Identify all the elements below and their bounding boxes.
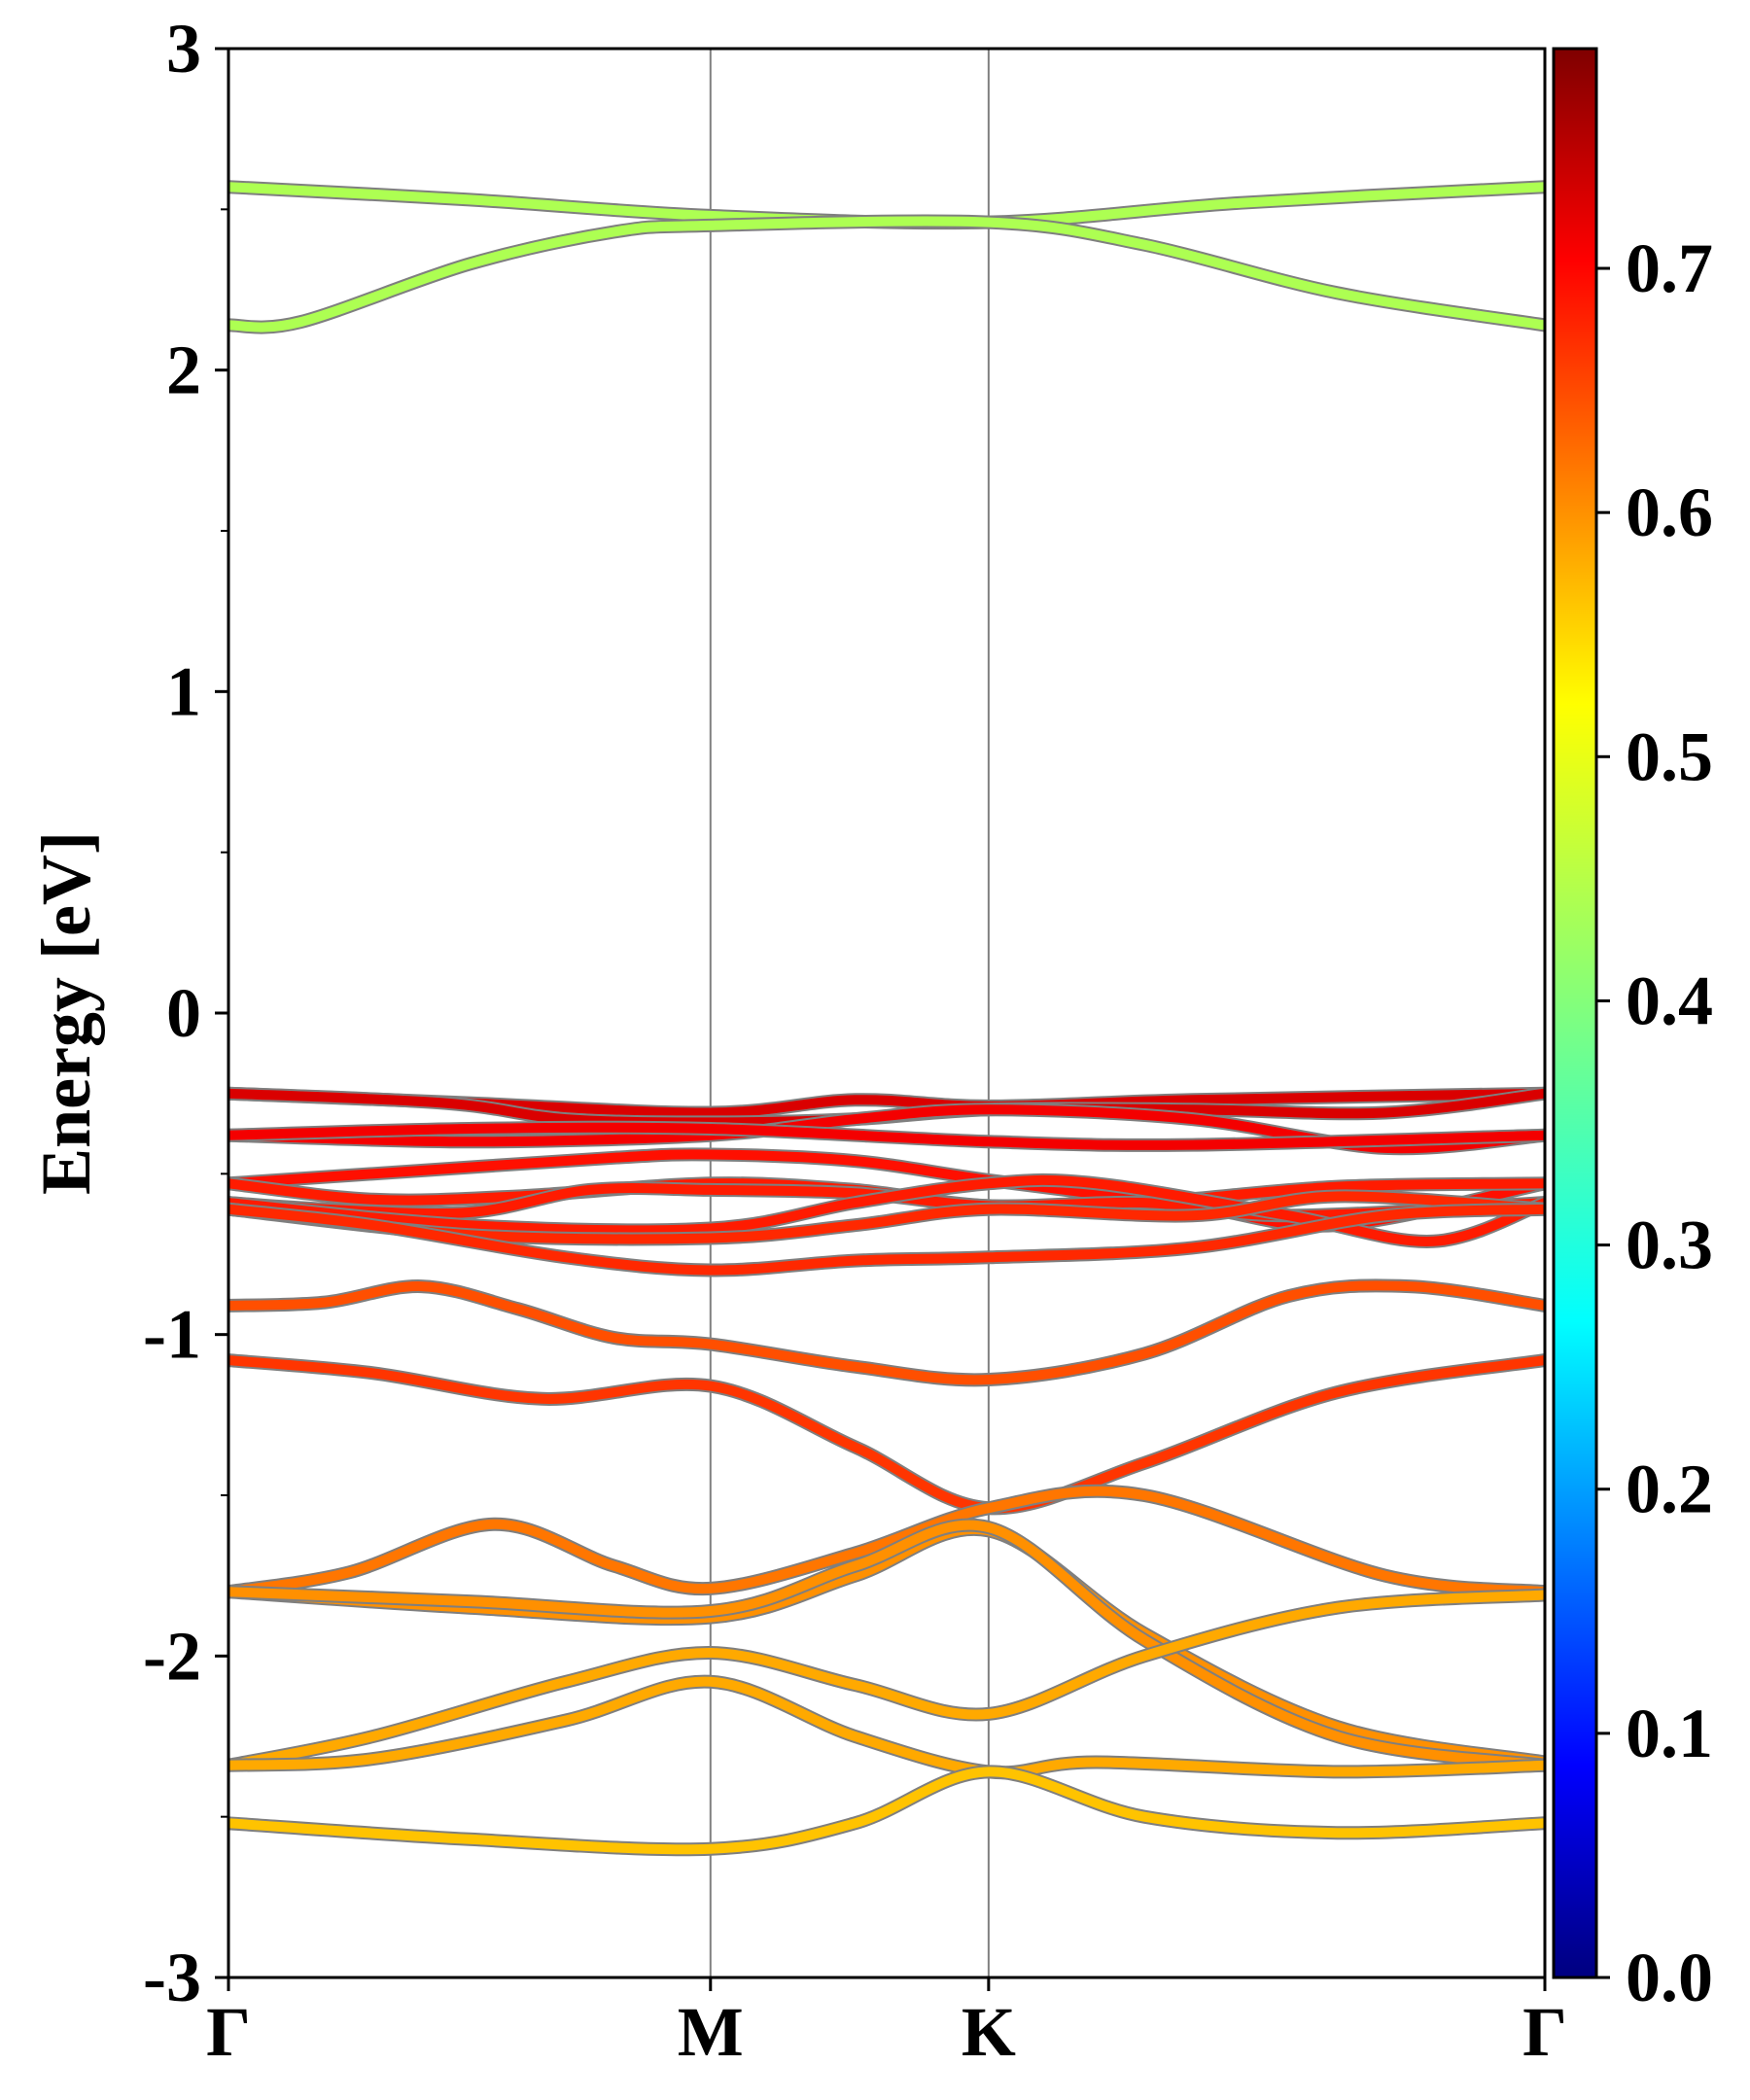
x-tick-label: K (962, 1993, 1016, 2071)
colorbar-frame (1552, 47, 1598, 1979)
colorbar-tick-label: 0.6 (1626, 473, 1713, 551)
band-line-2 (228, 214, 1545, 334)
band-line-20 (228, 1765, 1545, 1857)
y-tick-label: 3 (166, 10, 201, 88)
band-fill (228, 1122, 1545, 1150)
y-axis: -3 -2 -1 0 1 2 3 (143, 10, 228, 2016)
colorbar-tick-label: 0.3 (1626, 1207, 1713, 1284)
band-fill (228, 1520, 1545, 1770)
colorbar-gradient (1554, 49, 1596, 1978)
band-fill (228, 1486, 1545, 1597)
band-line-6 (228, 1120, 1545, 1152)
band-line-19 (228, 1674, 1545, 1780)
plot-background (228, 49, 1545, 1978)
band-line-17 (228, 1518, 1545, 1772)
y-tick-label: 0 (166, 974, 201, 1052)
y-tick-label: -2 (143, 1617, 201, 1695)
band-fill (228, 1767, 1545, 1855)
band-fill (228, 1355, 1545, 1514)
colorbar-tick-label: 0.0 (1626, 1939, 1713, 2016)
band-fill (228, 1204, 1545, 1276)
colorbar-ticks: 0.0 0.1 0.2 0.3 0.4 0.5 0.6 0.7 (1596, 229, 1713, 2016)
colorbar-tick-label: 0.5 (1626, 718, 1713, 795)
band-line-10 (228, 1172, 1545, 1248)
y-axis-label: Energy [eV] (27, 831, 105, 1195)
band-fill (228, 1590, 1545, 1770)
band-line-12 (228, 1202, 1545, 1278)
colorbar-tick-label: 0.2 (1626, 1451, 1713, 1528)
band-fill (228, 1676, 1545, 1778)
y-tick-label: -1 (143, 1296, 201, 1374)
x-tick-label: M (678, 1993, 744, 2071)
band-fill (228, 216, 1545, 332)
x-tick-label: Γ (206, 1993, 251, 2071)
band-fill (228, 1174, 1545, 1246)
band-line-14 (228, 1353, 1545, 1516)
band-fill (228, 1280, 1545, 1385)
colorbar-tick-label: 0.1 (1626, 1695, 1713, 1772)
band-line-15 (228, 1484, 1545, 1599)
band-line-18 (228, 1588, 1545, 1772)
band-line-13 (228, 1278, 1545, 1387)
colorbar: 0.0 0.1 0.2 0.3 0.4 0.5 0.6 0.7 (1552, 47, 1713, 2016)
y-tick-label: -3 (143, 1939, 201, 2016)
band-lines (228, 180, 1545, 1857)
y-tick-label: 2 (166, 332, 201, 409)
y-tick-label: 1 (166, 652, 201, 730)
colorbar-tick-label: 0.4 (1626, 962, 1713, 1039)
x-tick-label: Γ (1522, 1993, 1567, 2071)
colorbar-tick-label: 0.7 (1626, 229, 1713, 307)
